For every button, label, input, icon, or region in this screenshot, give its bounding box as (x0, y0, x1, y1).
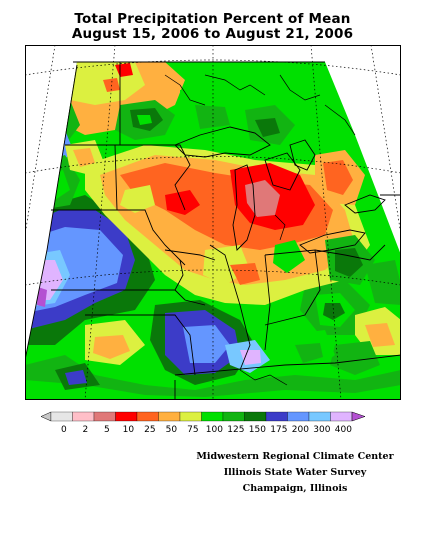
legend-label: 50 (166, 425, 178, 435)
legend-label: 300 (313, 425, 330, 435)
map-title-line1: Total Precipitation Percent of Mean (74, 11, 351, 27)
legend-label: 10 (123, 425, 135, 435)
legend-swatch (115, 411, 138, 422)
legend-label: 2 (83, 425, 89, 435)
legend-swatch (244, 411, 267, 422)
legend-arrow-high (351, 411, 366, 422)
map-title-line2: August 15, 2006 to August 21, 2006 (71, 26, 354, 42)
color-legend: 0 2 5 10 25 50 75 100 125 150 175 200 300 400 (40, 411, 366, 435)
legend-label: 150 (249, 425, 266, 435)
legend-swatch (287, 411, 310, 422)
legend-swatch (93, 411, 116, 422)
coastlines (164, 74, 356, 386)
great-lakes (174, 126, 386, 254)
legend-swatch (330, 411, 353, 422)
legend-arrow-low (40, 411, 52, 422)
legend-swatch (72, 411, 95, 422)
map-frame (25, 45, 401, 400)
legend-swatch (308, 411, 331, 422)
precipitation-map (25, 45, 401, 400)
legend-label: 5 (104, 425, 110, 435)
legend-swatch (222, 411, 245, 422)
graticule (25, 45, 401, 400)
legend-label: 75 (187, 425, 198, 435)
state-borders (25, 61, 401, 400)
legend-label: 175 (270, 425, 287, 435)
credit-line2: Illinois State Water Survey (223, 467, 367, 478)
legend-swatch (136, 411, 159, 422)
legend-label: 125 (227, 425, 244, 435)
legend-swatch (158, 411, 181, 422)
legend-swatch (50, 411, 73, 422)
legend-label: 100 (206, 425, 223, 435)
legend-label: 200 (292, 425, 309, 435)
legend-label: 400 (335, 425, 352, 435)
legend-swatch (201, 411, 224, 422)
credit-line3: Champaign, Illinois (242, 483, 348, 494)
legend-swatch (179, 411, 202, 422)
legend-swatch (265, 411, 288, 422)
legend-label: 0 (61, 425, 67, 435)
credit-line1: Midwestern Regional Climate Center (196, 451, 394, 462)
legend-label: 25 (144, 425, 155, 435)
